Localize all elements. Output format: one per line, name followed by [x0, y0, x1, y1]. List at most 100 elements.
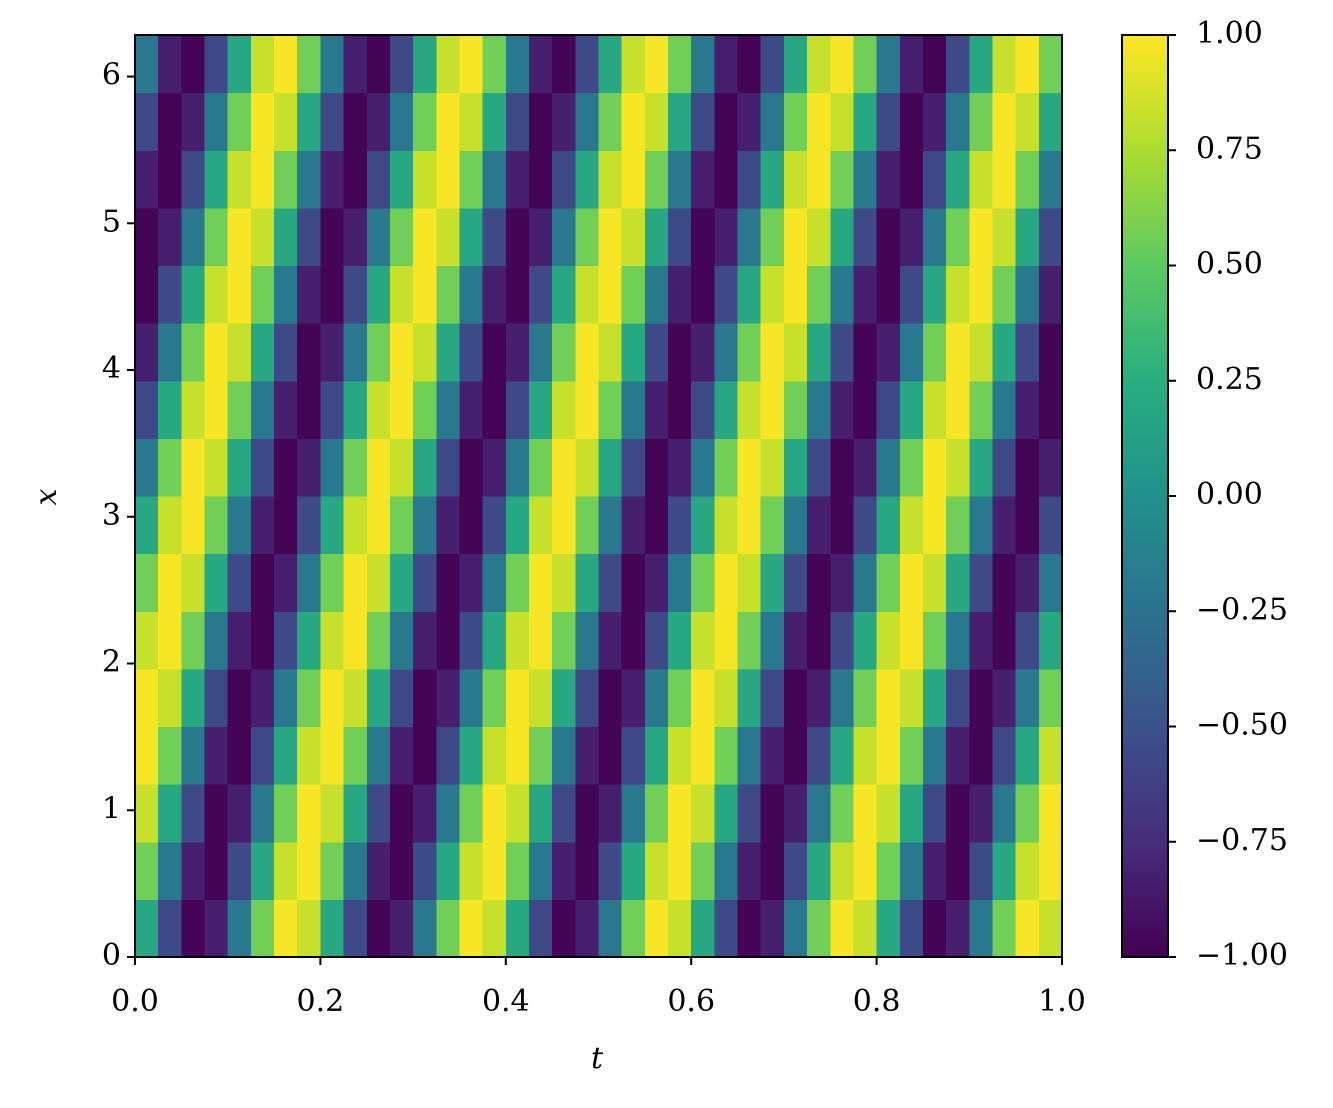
heatmap-cell: [158, 265, 182, 324]
heatmap-cell: [250, 726, 275, 785]
heatmap-cell: [922, 35, 947, 94]
heatmap-cell: [644, 611, 669, 670]
heatmap-cell: [413, 553, 437, 612]
heatmap-cell: [760, 726, 785, 785]
heatmap-cell: [1015, 265, 1040, 324]
heatmap-cell: [714, 668, 739, 728]
heatmap-cell: [899, 726, 924, 785]
heatmap-cell: [320, 35, 345, 94]
heatmap-cell: [992, 611, 1017, 670]
heatmap-cell: [737, 668, 762, 728]
heatmap-cell: [1038, 207, 1063, 267]
heatmap-cell: [204, 668, 229, 728]
heatmap-cell: [482, 841, 507, 900]
heatmap-cell: [459, 323, 484, 382]
heatmap-cell: [413, 496, 437, 555]
heatmap-cell: [575, 496, 600, 555]
heatmap-cell: [783, 496, 808, 555]
heatmap-cell: [436, 726, 461, 785]
heatmap-cell: [691, 438, 715, 497]
heatmap-cell: [992, 784, 1017, 843]
heatmap-cell: [668, 784, 692, 843]
heatmap-cell: [946, 553, 970, 612]
colorbar-tick-label: 0.50: [1196, 247, 1263, 282]
heatmap-cell: [783, 726, 808, 785]
heatmap-cell: [250, 207, 275, 267]
heatmap-cell: [760, 899, 785, 958]
heatmap-cell: [621, 553, 646, 612]
heatmap-cell: [250, 496, 275, 555]
heatmap-cell: [482, 323, 507, 382]
heatmap-cell: [297, 150, 321, 209]
heatmap-cell: [274, 899, 298, 958]
heatmap-cell: [598, 265, 623, 324]
heatmap-cell: [366, 841, 391, 900]
heatmap-cell: [343, 380, 368, 439]
heatmap-cell: [621, 611, 646, 670]
heatmap-cell: [274, 438, 298, 497]
heatmap-cell: [876, 150, 901, 209]
heatmap-cell: [807, 92, 831, 151]
heatmap-cell: [552, 496, 576, 555]
heatmap-cell: [830, 726, 855, 785]
heatmap-cell: [1015, 668, 1040, 728]
heatmap-cell: [830, 784, 855, 843]
heatmap-cell: [320, 207, 345, 267]
heatmap-cell: [691, 668, 715, 728]
y-tick-label: 6: [102, 58, 121, 93]
heatmap-cell: [946, 496, 970, 555]
heatmap-cell: [389, 380, 414, 439]
heatmap-cell: [946, 611, 970, 670]
heatmap-cell: [760, 265, 785, 324]
heatmap-cell: [1038, 611, 1063, 670]
heatmap-cell: [876, 207, 901, 267]
heatmap-cell: [413, 611, 437, 670]
heatmap-cell: [969, 841, 994, 900]
heatmap-cell: [668, 380, 692, 439]
heatmap-cell: [899, 899, 924, 958]
heatmap-cell: [181, 899, 206, 958]
heatmap-cell: [552, 726, 576, 785]
heatmap-cell: [992, 323, 1017, 382]
heatmap-cell: [250, 841, 275, 900]
heatmap-cell: [807, 611, 831, 670]
heatmap-cell: [505, 668, 530, 728]
heatmap-cell: [969, 207, 994, 267]
heatmap-cell: [575, 265, 600, 324]
heatmap-cell: [320, 841, 345, 900]
heatmap-cell: [876, 611, 901, 670]
heatmap-cell: [1015, 553, 1040, 612]
heatmap-cell: [1015, 150, 1040, 209]
heatmap-cell: [946, 380, 970, 439]
heatmap-cell: [621, 841, 646, 900]
heatmap-cell: [1038, 150, 1063, 209]
heatmap-cell: [853, 265, 878, 324]
heatmap-cell: [691, 841, 715, 900]
heatmap-cell: [297, 726, 321, 785]
heatmap-cell: [737, 553, 762, 612]
heatmap-cell: [250, 35, 275, 94]
heatmap-cell: [436, 265, 461, 324]
heatmap-cell: [621, 726, 646, 785]
heatmap-cell: [969, 496, 994, 555]
heatmap-cell: [181, 784, 206, 843]
heatmap: [135, 35, 1063, 958]
heatmap-cell: [552, 841, 576, 900]
colorbar: [1121, 34, 1169, 958]
heatmap-cell: [853, 92, 878, 151]
heatmap-cell: [969, 611, 994, 670]
heatmap-cell: [204, 92, 229, 151]
heatmap-cell: [691, 380, 715, 439]
heatmap-cell: [992, 496, 1017, 555]
heatmap-cell: [1038, 784, 1063, 843]
heatmap-cell: [528, 899, 553, 958]
heatmap-cell: [250, 668, 275, 728]
heatmap-cell: [274, 668, 298, 728]
heatmap-cell: [274, 726, 298, 785]
heatmap-cell: [644, 784, 669, 843]
heatmap-cell: [320, 611, 345, 670]
heatmap-cell: [737, 496, 762, 555]
heatmap-cell: [482, 438, 507, 497]
y-tick-label: 5: [102, 204, 121, 239]
heatmap-cell: [158, 611, 182, 670]
